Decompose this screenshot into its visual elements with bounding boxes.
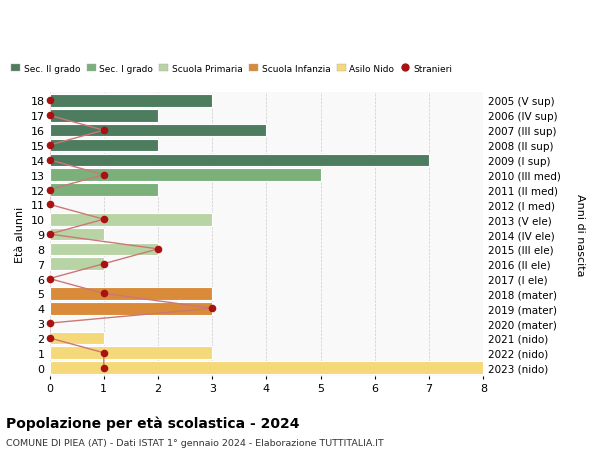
Bar [50,154,429,167]
Point [153,246,163,253]
Bar [50,287,212,300]
Bar [50,95,212,107]
Bar [50,110,158,123]
Point [99,260,109,268]
Point [45,335,55,342]
Point [99,364,109,371]
Point [208,305,217,312]
Bar [50,140,158,152]
Bar [50,213,212,226]
Point [45,231,55,238]
Bar [50,302,212,315]
Point [99,172,109,179]
Point [99,216,109,224]
Text: Popolazione per età scolastica - 2024: Popolazione per età scolastica - 2024 [6,415,299,430]
Bar [50,362,484,374]
Point [45,201,55,208]
Bar [50,332,104,344]
Point [45,142,55,149]
Bar [50,169,320,182]
Point [45,157,55,164]
Point [99,290,109,297]
Legend: Sec. II grado, Sec. I grado, Scuola Primaria, Scuola Infanzia, Asilo Nido, Stran: Sec. II grado, Sec. I grado, Scuola Prim… [7,61,456,77]
Point [45,275,55,283]
Point [99,127,109,134]
Y-axis label: Anni di nascita: Anni di nascita [575,193,585,276]
Bar [50,228,104,241]
Bar [50,258,104,270]
Text: COMUNE DI PIEA (AT) - Dati ISTAT 1° gennaio 2024 - Elaborazione TUTTITALIA.IT: COMUNE DI PIEA (AT) - Dati ISTAT 1° genn… [6,438,384,448]
Bar [50,184,158,196]
Point [45,186,55,194]
Point [45,320,55,327]
Bar [50,347,212,359]
Point [45,112,55,120]
Bar [50,124,266,137]
Bar [50,243,158,256]
Point [45,98,55,105]
Y-axis label: Età alunni: Età alunni [15,207,25,263]
Point [99,349,109,357]
